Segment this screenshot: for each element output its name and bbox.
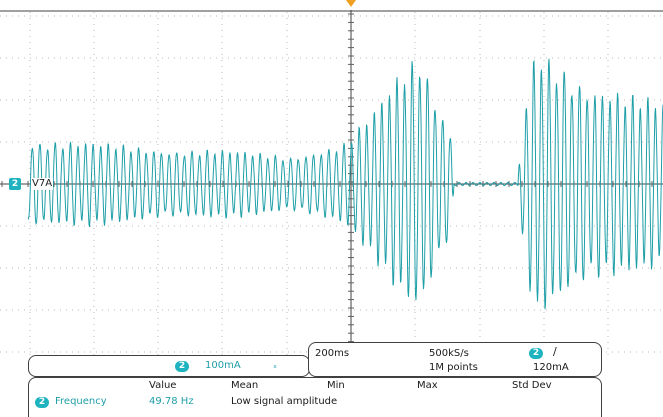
channel-scale-panel[interactable]: 2 100mA ₓ — [28, 355, 310, 377]
channel-scale-value: 100mA — [205, 360, 241, 371]
measurement-header-min: Min — [327, 380, 345, 391]
trigger-source-badge: 2 — [529, 348, 543, 359]
channel-2-ref-badge[interactable]: 2 — [9, 178, 21, 190]
record-length: 1M points — [429, 362, 478, 373]
trigger-position-marker[interactable] — [346, 0, 356, 7]
channel-2-badge: 2 — [175, 361, 189, 372]
timebase-trigger-panel[interactable]: 200ms 500kS/s 1M points 2 ∕ 120mA — [308, 342, 602, 377]
measurement-header-std-dev: Std Dev — [512, 380, 552, 391]
measurement-status: Low signal amplitude — [231, 396, 338, 407]
measurement-header-value: Value — [149, 380, 177, 391]
measurement-panel[interactable]: Value Mean Min Max Std Dev 2 Frequency 4… — [28, 377, 602, 417]
bandwidth-limit-icon: ₓ — [273, 361, 277, 371]
measurement-header-max: Max — [417, 380, 438, 391]
trigger-level: 120mA — [533, 362, 569, 373]
waveform-display[interactable]: 2 V7A — [0, 0, 663, 360]
measurement-name: Frequency — [55, 396, 107, 407]
measurement-header-mean: Mean — [231, 380, 259, 391]
sample-rate: 500kS/s — [429, 348, 469, 359]
channel-2-waveform — [27, 58, 663, 310]
measurement-channel-badge: 2 — [35, 397, 49, 408]
channel-ref-label: V7A — [31, 178, 54, 190]
rising-edge-icon: ∕ — [553, 345, 557, 358]
measurement-value: 49.78 Hz — [149, 396, 194, 407]
horizontal-scale: 200ms — [315, 348, 350, 359]
graticule — [0, 10, 663, 360]
